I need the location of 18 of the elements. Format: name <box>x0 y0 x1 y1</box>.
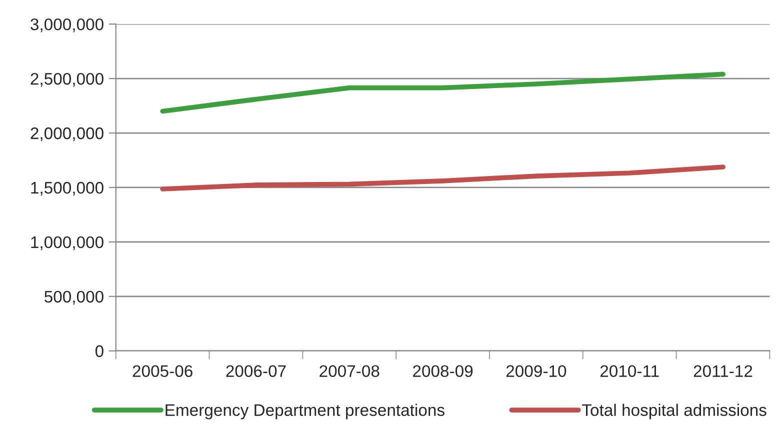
line-series <box>160 164 726 192</box>
y-tick-label: 0 <box>95 345 104 358</box>
x-tick-label: 2009-10 <box>506 365 566 378</box>
x-tick-label: 2006-07 <box>226 365 286 378</box>
y-tick-label: 1,500,000 <box>31 182 104 196</box>
x-tick-label: 2011-12 <box>694 365 752 378</box>
x-tick-label: 2008-09 <box>413 365 473 378</box>
x-tick-label: 2010-11 <box>600 365 659 378</box>
x-tick-label: 2007-08 <box>320 365 380 378</box>
y-tick-label: 2,000,000 <box>30 127 104 142</box>
y-tick-label: 500,000 <box>44 290 104 305</box>
line-series <box>160 72 726 114</box>
y-tick-label: 3,000,000 <box>30 18 104 32</box>
legend-label: Total hospital admissions <box>582 404 766 420</box>
y-tick-label: 1,000,000 <box>31 236 104 250</box>
y-tick-label: 2,500,000 <box>30 72 104 87</box>
x-tick-label: 2005-06 <box>132 365 192 378</box>
legend-label: Emergency Department presentations <box>166 404 444 420</box>
